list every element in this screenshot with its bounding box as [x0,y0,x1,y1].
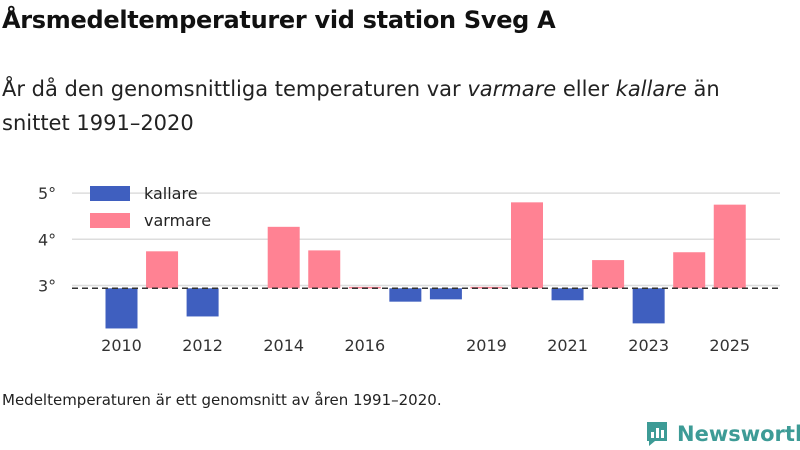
subtitle-suffix: än snittet 1991–2020 [2,77,720,135]
legend-swatch-varmare [90,213,130,228]
bar-2011 [146,251,179,289]
bar-2010 [105,288,138,329]
bar-2015 [308,250,341,289]
bar-2014 [267,226,300,289]
bar-2022 [592,260,625,289]
brand-name: Newsworthy [677,422,800,446]
legend-swatch-kallare [90,186,130,201]
subtitle-warmer-word: varmare [467,77,557,101]
x-tick-label: 2019 [466,336,507,355]
y-tick-label: 5° [38,184,56,203]
chart-title: Årsmedeltemperaturer vid station Sveg A [2,6,556,34]
temperature-bar-chart: 3° 4° 5° 2010 2012 2014 2016 2019 2021 2023 2025 ka… [38,184,780,355]
bar-2023 [632,288,665,324]
x-tick-label: 2021 [547,336,588,355]
footnote: Medeltemperaturen är ett genomsnitt av å… [2,391,442,409]
newsworthy-logo-icon [647,422,667,446]
bar-2017 [389,288,422,302]
bar-2018 [429,288,462,300]
bar-2012 [186,288,219,317]
x-tick-label: 2010 [101,336,142,355]
x-tick-label: 2014 [263,336,304,355]
bar-2025 [713,204,746,289]
x-tick-label: 2012 [182,336,223,355]
y-tick-label: 4° [38,230,56,249]
x-tick-label: 2023 [628,336,669,355]
brand-logo: Newsworthy [645,420,800,448]
y-tick-label: 3° [38,277,56,296]
bar-2024 [673,252,706,289]
bar-2020 [511,202,543,289]
x-tick-label: 2016 [344,336,385,355]
bar-2021 [551,288,584,301]
subtitle-colder-word: kallare [615,77,687,101]
chart-subtitle: År då den genomsnittliga temperaturen va… [2,72,782,140]
subtitle-prefix: År då den genomsnittliga temperaturen va… [2,77,468,101]
subtitle-middle: eller [556,77,616,101]
legend-label-varmare: varmare [144,211,211,230]
x-tick-label: 2025 [709,336,750,355]
legend-label-kallare: kallare [144,184,198,203]
